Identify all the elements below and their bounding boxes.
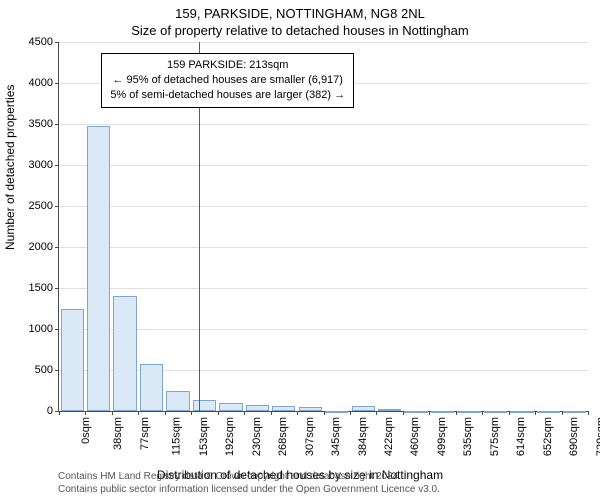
y-tick-label: 3000	[29, 159, 53, 171]
x-tick-label: 614sqm	[515, 417, 527, 456]
gridline	[59, 42, 588, 43]
histogram-bar	[140, 364, 163, 411]
annotation-line-2: ← 95% of detached houses are smaller (6,…	[110, 73, 345, 88]
gridline	[59, 124, 588, 125]
annotation-box: 159 PARKSIDE: 213sqm ← 95% of detached h…	[101, 53, 354, 108]
gridline	[59, 165, 588, 166]
y-tick-label: 4500	[29, 36, 53, 48]
x-tick-mark	[218, 411, 219, 415]
histogram-bar	[193, 400, 216, 411]
histogram-bar	[113, 296, 136, 411]
y-tick-label: 4000	[29, 77, 53, 89]
gridline	[59, 288, 588, 289]
x-tick-label: 460sqm	[410, 417, 422, 456]
y-tick-label: 500	[35, 364, 53, 376]
y-axis-label: Number of detached properties	[3, 85, 17, 250]
x-tick-mark	[138, 411, 139, 415]
x-tick-label: 690sqm	[568, 417, 580, 456]
gridline	[59, 247, 588, 248]
y-tick-label: 1000	[29, 323, 53, 335]
x-tick-mark	[59, 411, 60, 415]
histogram-bar	[378, 409, 401, 411]
x-tick-mark	[112, 411, 113, 415]
x-tick-label: 422sqm	[383, 417, 395, 456]
x-tick-label: 0sqm	[80, 417, 92, 444]
annotation-line-3: 5% of semi-detached houses are larger (3…	[110, 88, 345, 103]
x-tick-label: 153sqm	[198, 417, 210, 456]
x-tick-label: 345sqm	[330, 417, 342, 456]
x-tick-mark	[271, 411, 272, 415]
y-tick-label: 1500	[29, 282, 53, 294]
x-tick-mark	[165, 411, 166, 415]
x-tick-mark	[588, 411, 589, 415]
x-tick-label: 77sqm	[139, 417, 151, 450]
x-tick-label: 652sqm	[542, 417, 554, 456]
x-tick-label: 384sqm	[357, 417, 369, 456]
plot-area: 159 PARKSIDE: 213sqm ← 95% of detached h…	[58, 42, 588, 412]
histogram-bar	[246, 405, 269, 411]
gridline	[59, 329, 588, 330]
y-tick-label: 2000	[29, 241, 53, 253]
x-tick-label: 192sqm	[224, 417, 236, 456]
x-tick-label: 115sqm	[171, 417, 183, 455]
histogram-bar	[272, 406, 295, 411]
x-tick-label: 307sqm	[304, 417, 316, 456]
address-title: 159, PARKSIDE, NOTTINGHAM, NG8 2NL	[0, 0, 600, 21]
x-tick-mark	[376, 411, 377, 415]
x-tick-mark	[85, 411, 86, 415]
footer-attribution: Contains HM Land Registry data © Crown c…	[58, 470, 588, 496]
footer-line-2: Contains public sector information licen…	[58, 483, 588, 496]
x-tick-label: 575sqm	[489, 417, 501, 456]
y-tick-label: 2500	[29, 200, 53, 212]
histogram-bar	[166, 391, 189, 412]
x-tick-mark	[350, 411, 351, 415]
histogram-bar	[87, 126, 110, 411]
y-tick-label: 3500	[29, 118, 53, 130]
footer-line-1: Contains HM Land Registry data © Crown c…	[58, 470, 588, 483]
x-tick-mark	[244, 411, 245, 415]
x-tick-label: 268sqm	[277, 417, 289, 456]
histogram-bar	[219, 403, 242, 411]
gridline	[59, 206, 588, 207]
x-tick-mark	[297, 411, 298, 415]
histogram-bar	[61, 309, 84, 412]
y-tick-label: 0	[47, 405, 53, 417]
subtitle: Size of property relative to detached ho…	[0, 21, 600, 42]
x-tick-label: 38sqm	[112, 417, 124, 450]
histogram-chart: 159 PARKSIDE: 213sqm ← 95% of detached h…	[58, 42, 588, 412]
x-tick-mark	[191, 411, 192, 415]
x-tick-label: 729sqm	[595, 417, 600, 456]
gridline	[59, 370, 588, 371]
histogram-bar	[352, 406, 375, 411]
x-tick-label: 230sqm	[251, 417, 263, 456]
x-tick-label: 499sqm	[436, 417, 448, 456]
histogram-bar	[299, 407, 322, 411]
x-tick-label: 535sqm	[462, 417, 474, 456]
annotation-line-1: 159 PARKSIDE: 213sqm	[110, 58, 345, 73]
